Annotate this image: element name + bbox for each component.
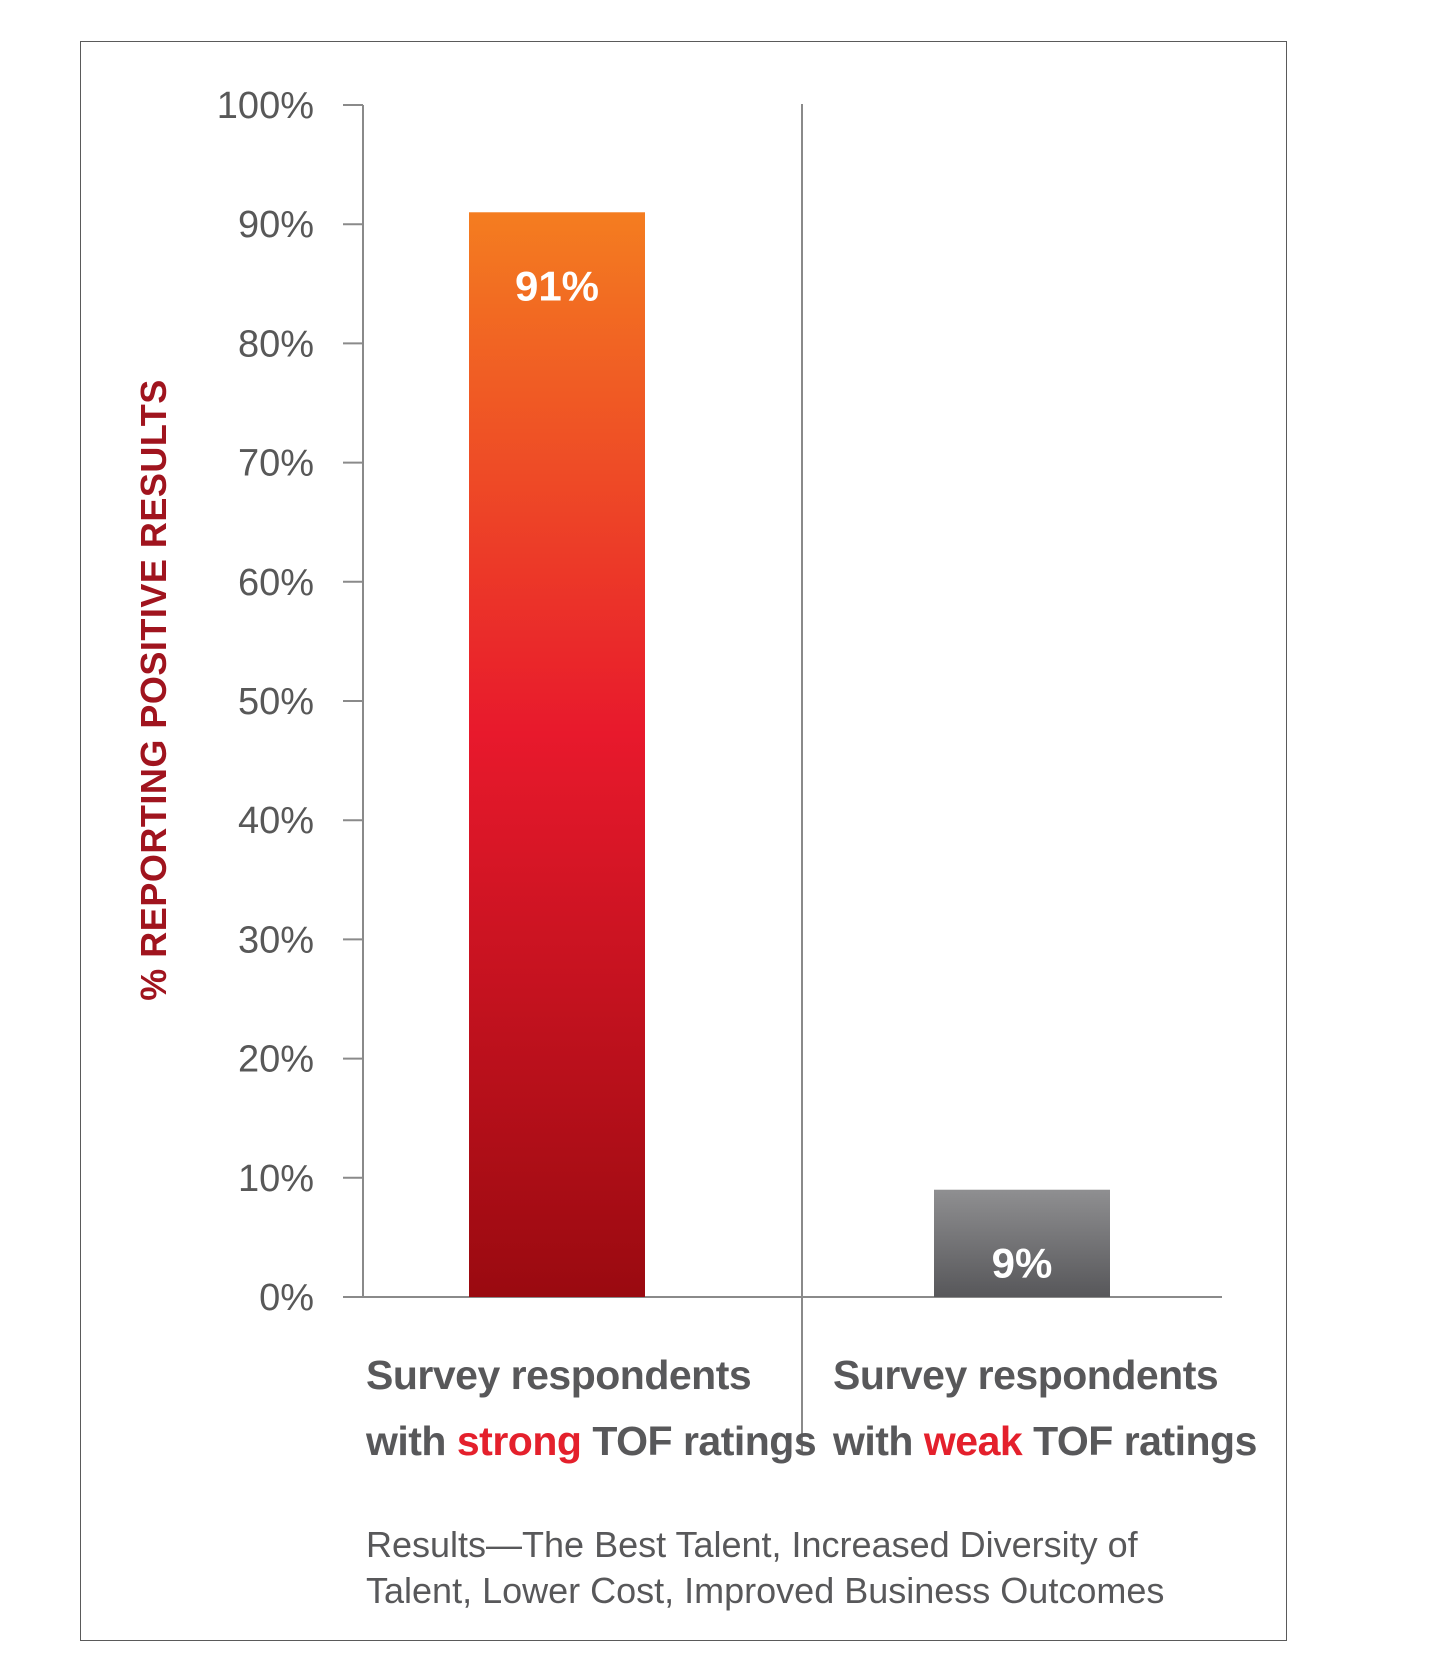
y-tick-label: 50% xyxy=(238,681,314,723)
caption-line2: Talent, Lower Cost, Improved Business Ou… xyxy=(366,1570,1165,1611)
bar-strong xyxy=(469,212,645,1297)
y-tick-label: 20% xyxy=(238,1039,314,1081)
y-tick-label: 0% xyxy=(259,1277,314,1319)
y-tick-label: 10% xyxy=(238,1158,314,1200)
y-tick-label: 80% xyxy=(238,323,314,365)
bars xyxy=(469,212,1110,1297)
category-label-line2: with strong TOF ratings xyxy=(366,1418,817,1464)
y-axis: 0% 10% 20% 30% 40% 50% 60% 70% 80% 90% 100% xyxy=(217,85,364,1319)
caption-line1: Results—The Best Talent, Increased Diver… xyxy=(366,1524,1138,1565)
y-axis-title: % REPORTING POSITIVE RESULTS xyxy=(133,379,174,1000)
y-tick-label: 40% xyxy=(238,800,314,842)
chart-caption: Results—The Best Talent, Increased Diver… xyxy=(366,1522,1206,1614)
category-label-line1: Survey respondents xyxy=(366,1352,752,1398)
y-tick-label: 60% xyxy=(238,562,314,604)
highlight-strong: strong xyxy=(456,1418,582,1464)
bar-data-labels: 91% 9% xyxy=(515,262,1052,1286)
highlight-weak: weak xyxy=(923,1418,1023,1464)
category-label-weak: Survey respondents with weak TOF ratings xyxy=(833,1342,1257,1474)
bar-weak xyxy=(934,1189,1110,1297)
y-tick-label: 70% xyxy=(238,443,314,485)
category-label-line1: Survey respondents xyxy=(833,1352,1219,1398)
bar-label-strong: 91% xyxy=(515,262,599,309)
y-tick-label: 90% xyxy=(238,204,314,246)
y-tick-label: 30% xyxy=(238,919,314,961)
chart-frame xyxy=(80,41,1287,1641)
bar-label-weak: 9% xyxy=(992,1240,1053,1287)
category-label-strong: Survey respondents with strong TOF ratin… xyxy=(366,1342,817,1474)
y-tick-label: 100% xyxy=(217,85,314,127)
category-label-line2: with weak TOF ratings xyxy=(833,1418,1257,1464)
